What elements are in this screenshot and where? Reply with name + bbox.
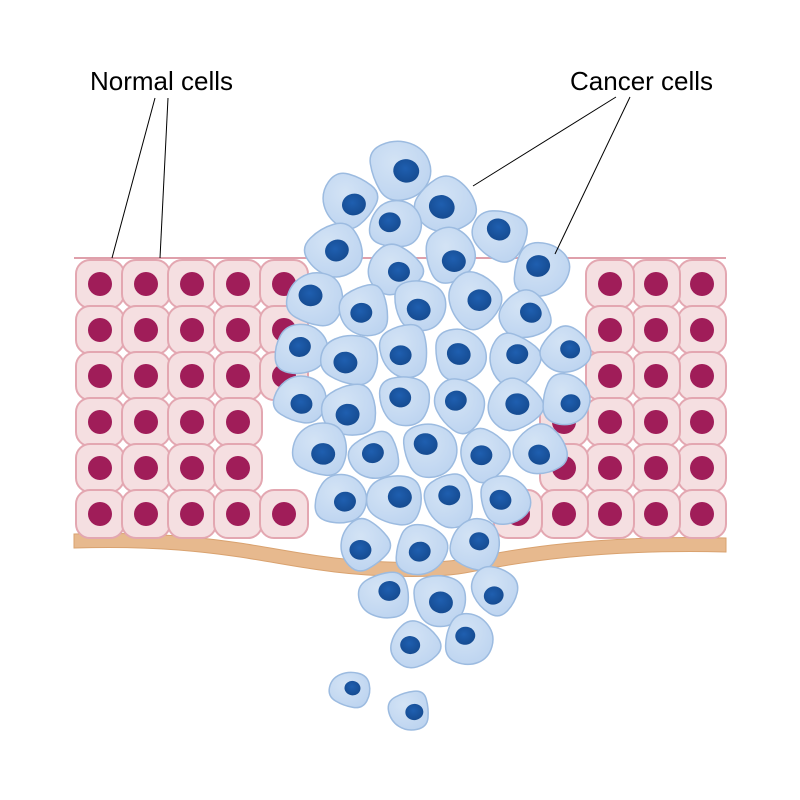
cancer-cell: [359, 572, 409, 618]
cancer-cell: [472, 211, 527, 262]
cancer-cell: [446, 614, 493, 665]
normal-cell: [122, 352, 170, 400]
normal-cell: [678, 306, 726, 354]
normal-cell: [122, 490, 170, 538]
normal-cell: [76, 490, 124, 538]
cancer-cell: [370, 201, 422, 247]
normal-cell: [76, 306, 124, 354]
normal-cell: [586, 398, 634, 446]
cancer-cell: [436, 329, 486, 381]
normal-cell: [678, 444, 726, 492]
normal-cell: [122, 260, 170, 308]
cancer-cell: [461, 428, 510, 482]
normal-cell: [586, 444, 634, 492]
normal-cell: [168, 260, 216, 308]
cancer-cell: [499, 290, 551, 338]
normal-cell: [586, 352, 634, 400]
normal-cell: [678, 398, 726, 446]
cancer-cell: [424, 474, 472, 528]
normal-cell: [586, 260, 634, 308]
cancer-cell: [380, 377, 430, 426]
normal-cell: [586, 490, 634, 538]
normal-cell: [260, 490, 308, 538]
normal-cell: [678, 490, 726, 538]
cancer-cell: [540, 326, 591, 372]
cancer-cell: [514, 243, 569, 297]
label-normal-cells: Normal cells: [90, 66, 233, 96]
normal-cell: [76, 444, 124, 492]
normal-cell: [632, 444, 680, 492]
cancer-cell: [481, 476, 531, 524]
normal-cell: [214, 260, 262, 308]
cancer-cells-group: [273, 141, 590, 730]
cancer-cell: [339, 285, 387, 336]
normal-cell: [168, 444, 216, 492]
cancer-cell: [434, 379, 484, 434]
normal-cell: [214, 444, 262, 492]
label-cancer-cells: Cancer cells: [570, 66, 713, 96]
normal-cell: [632, 306, 680, 354]
normal-cell: [632, 398, 680, 446]
normal-cell: [168, 490, 216, 538]
normal-cell: [76, 260, 124, 308]
normal-cell: [540, 490, 588, 538]
normal-cell: [168, 398, 216, 446]
cancer-cell: [315, 474, 366, 522]
cancer-cell: [367, 476, 422, 525]
normal-cell: [76, 398, 124, 446]
normal-cell: [168, 306, 216, 354]
cancer-cell: [388, 691, 428, 730]
cancer-cell: [472, 567, 518, 616]
cancer-cell: [321, 336, 378, 385]
normal-cell: [632, 490, 680, 538]
normal-cell: [76, 352, 124, 400]
normal-cell: [214, 306, 262, 354]
normal-cell: [586, 306, 634, 354]
cell-diagram: Normal cells Cancer cells: [0, 0, 800, 800]
normal-cell: [122, 398, 170, 446]
normal-cell: [168, 352, 216, 400]
cancer-cell: [304, 223, 362, 277]
cancer-cell: [275, 324, 327, 373]
normal-cell: [214, 352, 262, 400]
cancer-cell: [380, 325, 427, 378]
cancer-cell: [404, 424, 457, 477]
cancer-cell: [329, 672, 370, 707]
normal-cell: [214, 398, 262, 446]
normal-cell: [678, 260, 726, 308]
normal-cell: [122, 306, 170, 354]
cancer-cell: [488, 378, 543, 430]
cancer-cell: [543, 374, 590, 425]
normal-cell: [214, 490, 262, 538]
cancer-cell: [391, 621, 441, 668]
normal-cell: [122, 444, 170, 492]
cancer-cell: [395, 281, 446, 331]
cancer-cell: [323, 173, 378, 229]
cancer-cell: [293, 423, 347, 475]
normal-cell: [678, 352, 726, 400]
cancer-cell: [449, 272, 502, 330]
normal-cell: [632, 260, 680, 308]
normal-cell: [632, 352, 680, 400]
cancer-cell: [348, 431, 398, 478]
